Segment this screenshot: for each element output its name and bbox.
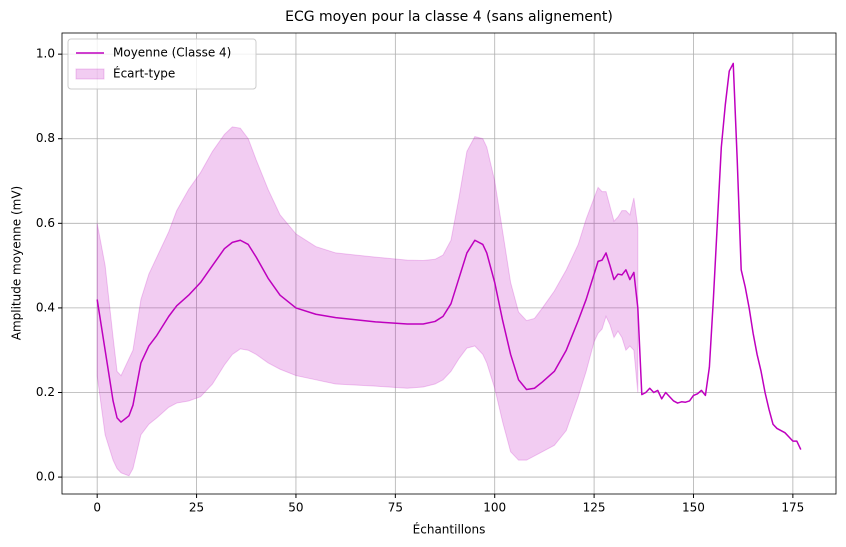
y-tick-label: 0.4 xyxy=(36,300,55,314)
y-axis-label: Amplitude moyenne (mV) xyxy=(10,186,24,341)
y-tick-label: 1.0 xyxy=(36,47,55,61)
plot-frame xyxy=(61,32,837,495)
y-tick-label: 0.2 xyxy=(36,385,55,399)
x-tick-label: 100 xyxy=(483,501,506,515)
x-axis-label: Échantillons xyxy=(413,522,486,537)
legend-patch xyxy=(75,68,105,80)
y-tick-label: 0.0 xyxy=(36,470,55,484)
x-tick-label: 75 xyxy=(388,501,403,515)
x-tick-label: 25 xyxy=(189,501,204,515)
legend-label: Moyenne (Classe 4) xyxy=(113,46,231,60)
legend: Moyenne (Classe 4) Écart-type xyxy=(67,38,257,90)
y-tick-label: 0.6 xyxy=(36,216,55,230)
std-band xyxy=(96,126,639,477)
x-tick-label: 150 xyxy=(682,501,705,515)
y-tick-label: 0.8 xyxy=(36,131,55,145)
mean-line xyxy=(96,62,802,450)
x-tick-label: 0 xyxy=(93,501,101,515)
chart-title: ECG moyen pour la classe 4 (sans alignem… xyxy=(285,9,613,25)
x-tick-label: 50 xyxy=(288,501,303,515)
legend-label: Écart-type xyxy=(113,66,175,81)
x-tick-label: 175 xyxy=(781,501,804,515)
legend-box xyxy=(67,38,257,90)
x-tick-label: 125 xyxy=(583,501,606,515)
